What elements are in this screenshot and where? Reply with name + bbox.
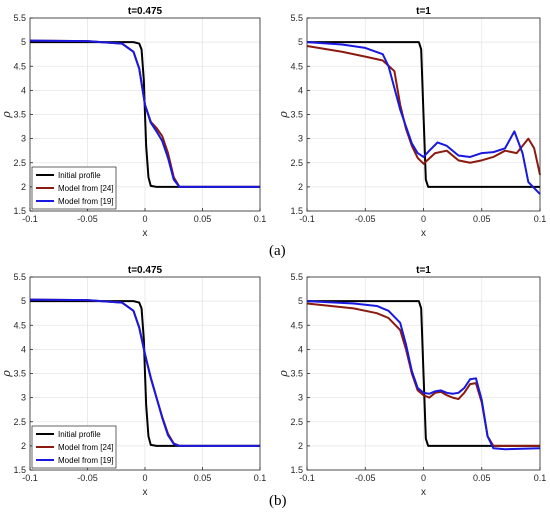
y-tick-label: 5.5	[290, 272, 303, 282]
y-tick-label: 5	[298, 296, 303, 306]
x-axis-label: x	[421, 487, 426, 498]
y-tick-label: 4	[21, 344, 26, 354]
y-tick-label: 4.5	[13, 320, 26, 330]
y-tick-label: 1.5	[290, 465, 303, 475]
x-tick-label: 0.05	[194, 214, 212, 224]
y-tick-label: 3.5	[290, 369, 303, 379]
series-line-3	[306, 300, 541, 451]
x-tick-label: 0.1	[254, 473, 267, 483]
y-tick-label: 1.5	[290, 206, 303, 216]
y-tick-label: 2.5	[13, 158, 26, 168]
x-tick-label: 0	[142, 214, 147, 224]
series-line-1	[30, 41, 260, 188]
y-tick-label: 4.5	[13, 61, 26, 71]
chart-panel-4: -0.1 -0.05 0 0.05 0.1 1.5 2 2.5 3 3.5 4 4.5 5 5.5 t=1 x…	[277, 265, 546, 498]
x-tick-label: -0.05	[77, 214, 98, 224]
axes-frame	[29, 17, 261, 212]
y-tick-label: 3.5	[13, 110, 26, 120]
x-tick-label: 0.1	[254, 214, 267, 224]
legend-label-2: Model from [24]	[58, 184, 114, 193]
axes-frame	[29, 276, 261, 471]
y-tick-label: 2.5	[13, 417, 26, 427]
y-tick-label: 5	[298, 37, 303, 47]
x-tick-label: -0.05	[355, 473, 376, 483]
y-tick-label: 5.5	[13, 13, 26, 23]
x-tick-label: 0	[421, 214, 426, 224]
y-tick-label: 2.5	[290, 417, 303, 427]
legend: Initial profile Model from [24] Model from…	[31, 425, 117, 469]
chart-panel-2: -0.1 -0.05 0 0.05 0.1 1.5 2 2.5 3 3.5 4 4.5 5 5.5 t=1 x…	[277, 6, 546, 239]
x-axis-label: x	[421, 228, 426, 239]
x-tick-label: 0.1	[534, 473, 547, 483]
x-tick-label: 0	[142, 473, 147, 483]
legend-label-2: Model from [24]	[58, 443, 114, 452]
y-tick-label: 4	[298, 85, 303, 95]
chart-title: t=0.475	[128, 6, 163, 17]
y-axis-label: ρ	[277, 370, 290, 378]
y-tick-label: 5	[21, 37, 26, 47]
x-tick-label: -0.05	[77, 473, 98, 483]
y-tick-label: 4.5	[290, 61, 303, 71]
x-tick-label: 0.1	[534, 214, 547, 224]
y-tick-label: 2	[21, 182, 26, 192]
series-line-1	[30, 300, 260, 447]
x-tick-label: 0.05	[473, 214, 491, 224]
legend-label-3: Model from [19]	[58, 197, 114, 206]
x-tick-label: -0.1	[22, 473, 38, 483]
y-tick-label: 5.5	[13, 272, 26, 282]
y-tick-label: 3.5	[13, 369, 26, 379]
y-tick-label: 2	[298, 182, 303, 192]
series-line-3	[29, 298, 260, 447]
x-tick-label: 0.05	[473, 473, 491, 483]
chart-title: t=1	[416, 265, 431, 276]
x-tick-label: -0.1	[299, 473, 315, 483]
chart-panel-3: -0.1 -0.05 0 0.05 0.1 1.5 2 2.5 3 3.5 4 4.5 5 5.5 t=0.…	[0, 265, 266, 498]
y-tick-label: 4	[298, 344, 303, 354]
series-line-1	[307, 300, 540, 447]
y-tick-label: 3	[21, 393, 26, 403]
series-line-3	[29, 39, 260, 188]
chart-panel-1: -0.1 -0.05 0 0.05 0.1 1.5 2 2.5 3 3.5 4 4.5 5 5.5 t=0.…	[0, 6, 266, 239]
x-tick-label: 0	[421, 473, 426, 483]
y-tick-label: 1.5	[13, 465, 26, 475]
legend-label-3: Model from [19]	[58, 456, 114, 465]
chart-title: t=0.475	[128, 265, 163, 276]
y-tick-label: 2	[21, 441, 26, 451]
axes-frame	[306, 17, 541, 212]
y-tick-label: 5	[21, 296, 26, 306]
legend-label-1: Initial profile	[58, 430, 101, 439]
y-tick-label: 3	[21, 134, 26, 144]
panel-label-b: (b)	[269, 493, 287, 509]
series-line-1	[307, 41, 540, 188]
panel-label-a: (a)	[269, 243, 286, 259]
y-tick-label: 3.5	[290, 110, 303, 120]
y-tick-label: 4.5	[290, 320, 303, 330]
x-tick-label: -0.1	[299, 214, 315, 224]
series-line-3	[306, 41, 541, 195]
x-axis-label: x	[143, 487, 148, 498]
x-tick-label: 0.05	[194, 473, 212, 483]
y-tick-label: 3	[298, 393, 303, 403]
chart-title: t=1	[416, 6, 431, 17]
y-tick-label: 2.5	[290, 158, 303, 168]
y-tick-label: 4	[21, 85, 26, 95]
y-tick-label: 3	[298, 134, 303, 144]
x-tick-label: -0.05	[355, 214, 376, 224]
y-axis-label: ρ	[277, 111, 290, 119]
y-tick-label: 1.5	[13, 206, 26, 216]
legend-label-1: Initial profile	[58, 171, 101, 180]
y-axis-label: ρ	[0, 111, 13, 119]
y-tick-label: 2	[298, 441, 303, 451]
x-axis-label: x	[143, 228, 148, 239]
legend: Initial profile Model from [24] Model from…	[31, 166, 117, 210]
axes-frame	[306, 276, 541, 471]
y-tick-label: 5.5	[290, 13, 303, 23]
y-axis-label: ρ	[0, 370, 13, 378]
x-tick-label: -0.1	[22, 214, 38, 224]
